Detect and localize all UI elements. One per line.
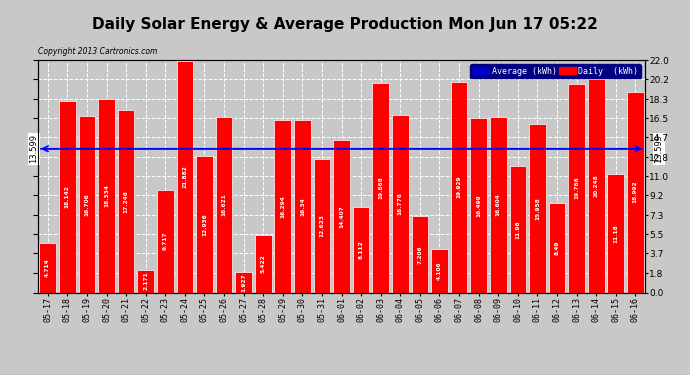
Bar: [607, 174, 624, 292]
Text: 14.407: 14.407: [339, 205, 344, 228]
Bar: [451, 82, 467, 292]
Bar: [275, 120, 291, 292]
Text: 16.604: 16.604: [495, 194, 501, 216]
Bar: [411, 216, 428, 292]
Bar: [59, 101, 76, 292]
Text: 16.776: 16.776: [398, 192, 403, 215]
Text: 19.868: 19.868: [378, 176, 383, 199]
Bar: [529, 124, 546, 292]
Bar: [549, 203, 565, 292]
Bar: [79, 116, 95, 292]
Text: 4.714: 4.714: [46, 258, 50, 277]
Bar: [216, 117, 233, 292]
Text: 19.766: 19.766: [574, 177, 579, 200]
Text: 16.499: 16.499: [476, 194, 481, 217]
Bar: [196, 156, 213, 292]
Bar: [431, 249, 448, 292]
Legend: Average (kWh), Daily  (kWh): Average (kWh), Daily (kWh): [470, 64, 641, 78]
Text: 5.422: 5.422: [261, 255, 266, 273]
Text: 16.621: 16.621: [221, 193, 226, 216]
Bar: [588, 78, 604, 292]
Text: 18.992: 18.992: [633, 181, 638, 204]
Text: 8.112: 8.112: [359, 240, 364, 259]
Text: 19.929: 19.929: [457, 176, 462, 198]
Bar: [255, 235, 272, 292]
Bar: [509, 166, 526, 292]
Text: 20.248: 20.248: [593, 174, 599, 197]
Text: 13.599: 13.599: [654, 134, 663, 163]
Bar: [490, 117, 506, 292]
Bar: [471, 118, 487, 292]
Text: 12.623: 12.623: [319, 214, 324, 237]
Bar: [137, 270, 154, 292]
Bar: [569, 84, 585, 292]
Bar: [294, 120, 310, 292]
Text: 4.106: 4.106: [437, 261, 442, 280]
Bar: [314, 159, 331, 292]
Text: 16.34: 16.34: [300, 197, 305, 216]
Text: 2.171: 2.171: [144, 272, 148, 290]
Text: 8.49: 8.49: [555, 240, 560, 255]
Bar: [373, 82, 389, 292]
Text: 15.958: 15.958: [535, 197, 540, 219]
Text: Copyright 2013 Cartronics.com: Copyright 2013 Cartronics.com: [38, 47, 157, 56]
Text: 7.206: 7.206: [417, 245, 422, 264]
Bar: [177, 61, 193, 292]
Bar: [39, 243, 56, 292]
Bar: [333, 140, 350, 292]
Text: 18.142: 18.142: [65, 185, 70, 208]
Bar: [353, 207, 369, 292]
Bar: [235, 272, 252, 292]
Bar: [98, 99, 115, 292]
Text: 17.246: 17.246: [124, 190, 128, 213]
Text: 11.96: 11.96: [515, 220, 520, 239]
Bar: [392, 115, 408, 292]
Bar: [118, 110, 135, 292]
Bar: [157, 190, 174, 292]
Text: Daily Solar Energy & Average Production Mon Jun 17 05:22: Daily Solar Energy & Average Production …: [92, 17, 598, 32]
Text: 18.334: 18.334: [104, 184, 109, 207]
Text: 21.882: 21.882: [182, 165, 188, 188]
Bar: [627, 92, 644, 292]
Text: 1.927: 1.927: [241, 273, 246, 292]
Text: 12.936: 12.936: [202, 213, 207, 236]
Text: 16.706: 16.706: [84, 193, 90, 216]
Text: 16.294: 16.294: [280, 195, 285, 218]
Text: 9.717: 9.717: [163, 232, 168, 251]
Text: 13.599: 13.599: [30, 134, 39, 163]
Text: 11.18: 11.18: [613, 224, 618, 243]
